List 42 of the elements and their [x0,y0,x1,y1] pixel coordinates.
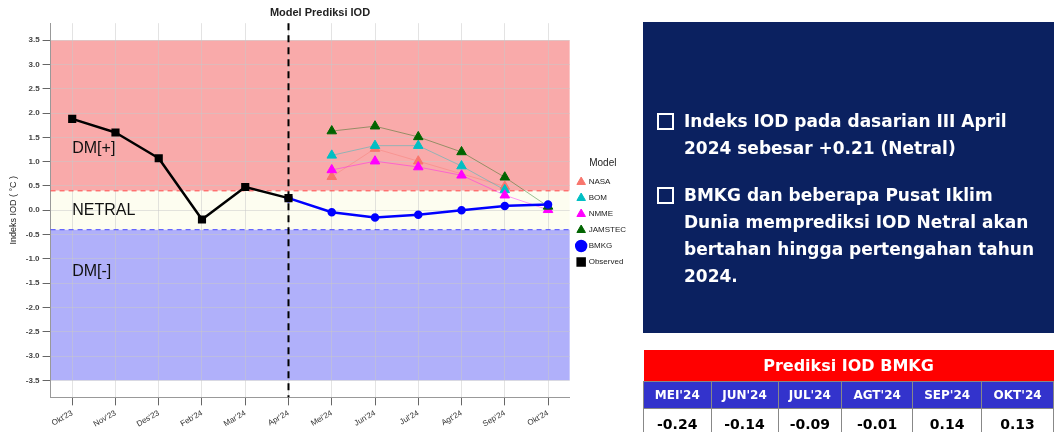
category-label: MEI'24 [643,381,711,409]
y-tick-label: 3.5 [28,35,41,45]
data-label: 0.14 [912,408,982,432]
legend-label: BMKG [588,241,613,251]
text: BMKG dan beberapa Pusat Iklim Dunia memprediksi IOD Netral akan bertahan hingga pertengahan tahun 2024. [684,184,1036,288]
category-label: JUN'24 [711,381,778,409]
y-tick-label: -3.0 [25,351,41,361]
y-tick-label: 0.5 [28,181,41,191]
text: Indeks IOD pada dasarian III April 2024 sebesar +0.21 (Netral) [684,110,1008,160]
legend-label: BOM [588,193,608,203]
legend-label: NMME [588,209,614,219]
y-tick-label: -0.5 [25,229,41,239]
data-label: -0.01 [841,408,913,432]
category-label: AGT'24 [841,381,913,409]
y-tick-label: -2.0 [25,302,41,312]
legend-label: JAMSTEC [588,225,627,235]
data-label: -0.14 [711,408,778,432]
band-label: DM[+] [72,139,116,157]
y-tick-label: 2.0 [28,108,41,118]
legend-label: Observed [588,257,624,267]
y-tick-label: 2.5 [28,84,41,93]
category-label: SEP'24 [912,381,982,409]
y-tick-label: -2.5 [25,326,41,336]
y-tick-label: -1.0 [25,254,41,264]
legend-title: Model [589,156,617,168]
y-tick-label: -3.5 [25,375,41,385]
text: Prediksi IOD BMKG [643,350,1054,382]
band-label: DM[-] [72,262,112,280]
y-tick-label: 0.0 [28,205,41,215]
band-label: NETRAL [72,200,136,218]
y-tick-label: 3.0 [28,59,41,69]
data-label: -0.24 [643,408,711,432]
category-label: JUL'24 [778,381,842,409]
data-label: -0.09 [778,408,842,432]
chart-title: Model Prediksi IOD [269,5,371,18]
y-axis-title: Indeks IOD ( °C ) [7,175,18,245]
y-tick-label: 1.5 [28,132,41,142]
y-tick-label: -1.5 [25,278,41,288]
legend-label: NASA [588,177,612,187]
y-tick-label: 1.0 [28,156,41,166]
data-label: 0.13 [981,408,1054,432]
category-label: OKT'24 [981,381,1054,409]
